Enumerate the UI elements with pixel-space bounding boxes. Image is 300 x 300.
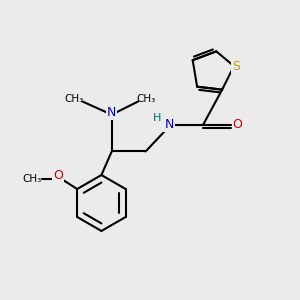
Text: CH₃: CH₃	[137, 94, 156, 104]
Text: O: O	[232, 118, 242, 131]
Text: N: N	[164, 118, 174, 131]
Text: N: N	[107, 106, 116, 119]
Text: CH₃: CH₃	[23, 174, 42, 184]
Text: CH₃: CH₃	[64, 94, 84, 104]
Text: O: O	[53, 169, 63, 182]
Text: S: S	[232, 60, 240, 73]
Text: H: H	[153, 112, 161, 123]
